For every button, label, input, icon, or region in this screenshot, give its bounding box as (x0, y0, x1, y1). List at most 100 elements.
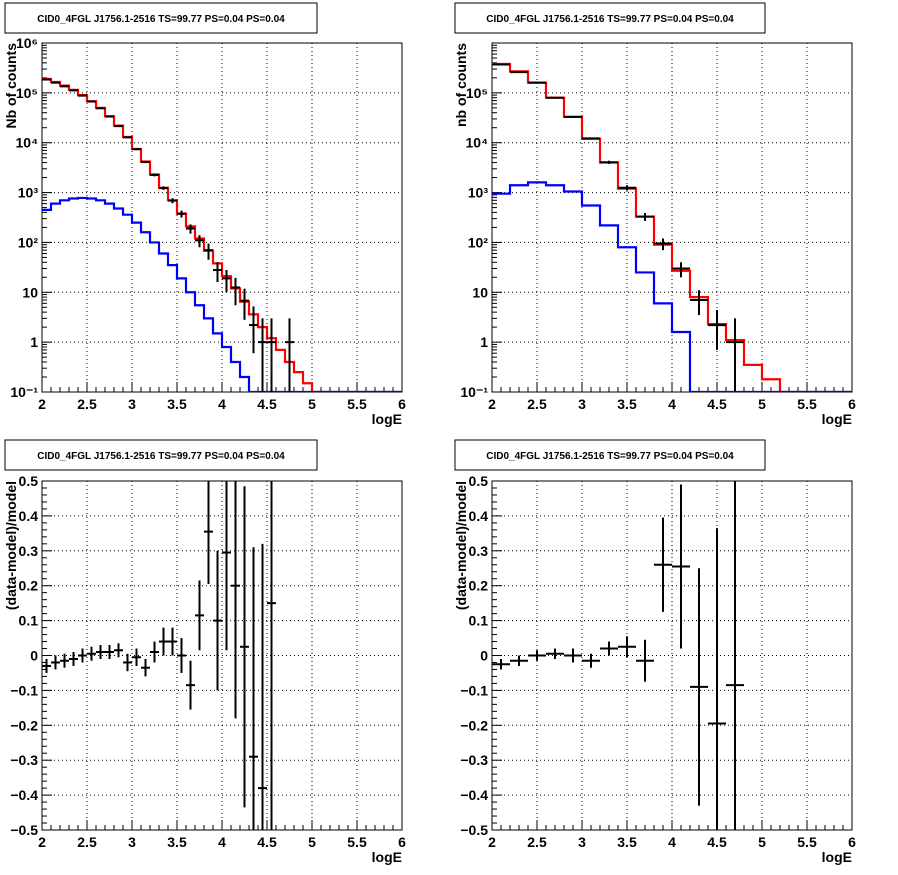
panel-bottom-right: CID0_4FGL J1756.1-2516 TS=99.77 PS=0.04 … (453, 439, 856, 865)
y-tick-label: 10⁵ (16, 85, 38, 101)
x-tick-label: 3 (128, 834, 136, 850)
y-tick-label: 0.3 (469, 543, 489, 559)
x-tick-label: 2.5 (77, 396, 97, 412)
plot-area: 2 2.5 3 3.5 4 4.5 5 5.5 6 10⁻¹ 1 10 10² 10³ 10⁴ 10⁵ 10⁶ l… (3, 35, 406, 427)
data-layer (492, 481, 744, 830)
x-axis-title: logE (372, 411, 402, 427)
model-total-line (42, 77, 402, 392)
axis-ticks (41, 480, 403, 831)
y-tick-label: −0.5 (460, 822, 488, 838)
y-tick-label: 1 (480, 334, 488, 350)
plot-area: 2 2.5 3 3.5 4 4.5 5 5.5 6 −0.5 −0.4 −0.3 −0.2 −0.1 0 0.… (453, 473, 856, 865)
model-source-line (42, 196, 402, 392)
x-axis-title: logE (822, 849, 852, 865)
chart-title-box: CID0_4FGL J1756.1-2516 TS=99.77 PS=0.04 … (454, 439, 766, 471)
y-tick-label: −0.1 (10, 682, 38, 698)
x-tick-label: 5.5 (347, 834, 367, 850)
data-layer (492, 62, 852, 392)
x-tick-label: 5.5 (797, 834, 817, 850)
chart-title: CID0_4FGL J1756.1-2516 TS=99.77 PS=0.04 … (486, 14, 734, 25)
y-tick-label: −0.1 (460, 682, 488, 698)
panel-bottom-left: CID0_4FGL J1756.1-2516 TS=99.77 PS=0.04 … (3, 439, 406, 865)
x-tick-label: 5.5 (347, 396, 367, 412)
y-axis-title: (data-model)/model (453, 481, 469, 610)
y-tick-label: 10⁴ (466, 135, 489, 151)
x-tick-label: 4 (668, 834, 676, 850)
y-tick-label: 0.1 (469, 613, 489, 629)
model-source-line (492, 181, 852, 392)
y-axis-title: Nb of counts (3, 43, 19, 129)
x-axis-title: logE (372, 849, 402, 865)
grid (492, 43, 852, 392)
y-tick-label: 0.1 (19, 613, 39, 629)
grid (42, 481, 402, 830)
x-tick-label: 4.5 (257, 396, 277, 412)
chart-title-box: CID0_4FGL J1756.1-2516 TS=99.77 PS=0.04 … (454, 2, 766, 34)
plot-area: 2 2.5 3 3.5 4 4.5 5 5.5 6 −0.5 −0.4 −0.3 −0.2 −0.1 0 0.… (3, 473, 406, 865)
y-tick-label: 10⁻¹ (10, 384, 38, 400)
y-tick-label: 1 (30, 334, 38, 350)
y-tick-label: 0.2 (19, 578, 39, 594)
y-tick-label: 10⁵ (466, 85, 488, 101)
y-tick-label: 0.4 (469, 508, 489, 524)
x-tick-label: 2.5 (77, 834, 97, 850)
x-tick-label: 2.5 (527, 834, 547, 850)
y-tick-label: 0.5 (19, 473, 39, 489)
grid (492, 481, 852, 830)
y-tick-label: −0.2 (460, 717, 488, 733)
x-tick-label: 4 (218, 834, 226, 850)
x-tick-label: 5 (308, 834, 316, 850)
x-tick-label: 4.5 (707, 834, 727, 850)
x-tick-label: 3 (128, 396, 136, 412)
y-tick-label: −0.4 (10, 787, 38, 803)
y-tick-label: 0 (30, 648, 38, 664)
y-tick-label: −0.3 (10, 752, 38, 768)
chart-title-box: CID0_4FGL J1756.1-2516 TS=99.77 PS=0.04 … (4, 439, 318, 471)
x-tick-label: 2 (488, 834, 496, 850)
x-tick-label: 4.5 (707, 396, 727, 412)
y-tick-label: 0.4 (19, 508, 39, 524)
x-tick-label: 6 (848, 396, 856, 412)
x-tick-label: 4 (668, 396, 676, 412)
y-tick-label: 10 (472, 284, 488, 300)
chart-title-box: CID0_4FGL J1756.1-2516 TS=99.77 PS=0.04 … (4, 2, 318, 34)
panel-top-right: CID0_4FGL J1756.1-2516 TS=99.77 PS=0.04 … (453, 2, 856, 427)
x-tick-label: 2.5 (527, 396, 547, 412)
y-tick-label: 10⁶ (16, 35, 38, 51)
panel-top-left: CID0_4FGL J1756.1-2516 TS=99.77 PS=0.04 … (3, 2, 406, 427)
x-axis-title: logE (822, 411, 852, 427)
y-tick-label: −0.2 (10, 717, 38, 733)
x-tick-label: 5 (308, 396, 316, 412)
x-tick-label: 2 (38, 396, 46, 412)
y-tick-label: 10⁻¹ (460, 384, 488, 400)
x-tick-label: 2 (488, 396, 496, 412)
y-tick-label: 10² (468, 234, 489, 250)
x-tick-label: 3 (578, 834, 586, 850)
data-layer (42, 77, 402, 392)
y-tick-label: −0.5 (10, 822, 38, 838)
x-tick-label: 3.5 (167, 396, 187, 412)
y-tick-label: −0.3 (460, 752, 488, 768)
chart-title: CID0_4FGL J1756.1-2516 TS=99.77 PS=0.04 … (37, 451, 285, 462)
y-axis-title: (data-model)/model (3, 481, 19, 610)
x-tick-label: 4.5 (257, 834, 277, 850)
y-tick-label: 10³ (468, 185, 489, 201)
y-tick-label: 0 (480, 648, 488, 664)
y-tick-label: 0.3 (19, 543, 39, 559)
x-tick-label: 6 (848, 834, 856, 850)
data-layer (42, 481, 276, 830)
x-tick-label: 5.5 (797, 396, 817, 412)
axis-ticks (41, 44, 403, 393)
axis-ticks (491, 480, 853, 831)
x-tick-label: 2 (38, 834, 46, 850)
y-axis-title: nb of counts (453, 43, 469, 127)
x-tick-label: 4 (218, 396, 226, 412)
y-tick-label: 10⁴ (16, 135, 39, 151)
y-tick-label: 0.2 (469, 578, 489, 594)
y-tick-label: −0.4 (460, 787, 488, 803)
x-tick-label: 6 (398, 396, 406, 412)
y-tick-label: 10 (22, 284, 38, 300)
x-tick-label: 5 (758, 396, 766, 412)
x-tick-label: 3.5 (617, 834, 637, 850)
